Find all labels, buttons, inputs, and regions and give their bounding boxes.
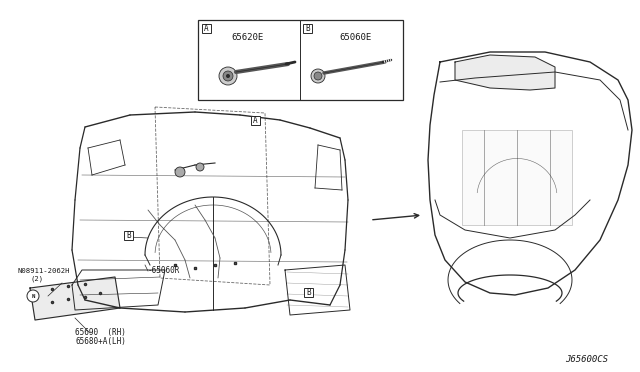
Polygon shape (455, 55, 555, 90)
Text: 65060E: 65060E (339, 33, 371, 42)
Circle shape (27, 290, 39, 302)
Text: A: A (253, 116, 258, 125)
Circle shape (226, 74, 230, 78)
Text: 65680+A(LH): 65680+A(LH) (75, 337, 126, 346)
Circle shape (219, 67, 237, 85)
Circle shape (196, 163, 204, 171)
Text: J65600CS: J65600CS (565, 355, 608, 364)
Circle shape (175, 167, 185, 177)
Text: N08911-2062H: N08911-2062H (18, 268, 70, 274)
Text: A: A (204, 24, 209, 33)
Circle shape (311, 69, 325, 83)
Text: 65620E: 65620E (232, 33, 264, 42)
Polygon shape (30, 277, 120, 320)
Bar (198, 20, 403, 100)
Bar (303, 24, 312, 33)
Bar (462, 130, 572, 225)
Text: -65060R: -65060R (148, 266, 180, 275)
Bar (124, 231, 133, 240)
Bar (202, 24, 211, 33)
Text: B: B (305, 24, 310, 33)
Bar (251, 116, 260, 125)
Circle shape (314, 72, 322, 80)
Bar (304, 288, 313, 297)
Text: (2): (2) (30, 276, 43, 282)
Text: B: B (306, 288, 311, 297)
Circle shape (223, 71, 233, 81)
Text: N: N (31, 294, 35, 298)
Text: 65690  (RH): 65690 (RH) (75, 328, 126, 337)
Text: B: B (126, 231, 131, 240)
